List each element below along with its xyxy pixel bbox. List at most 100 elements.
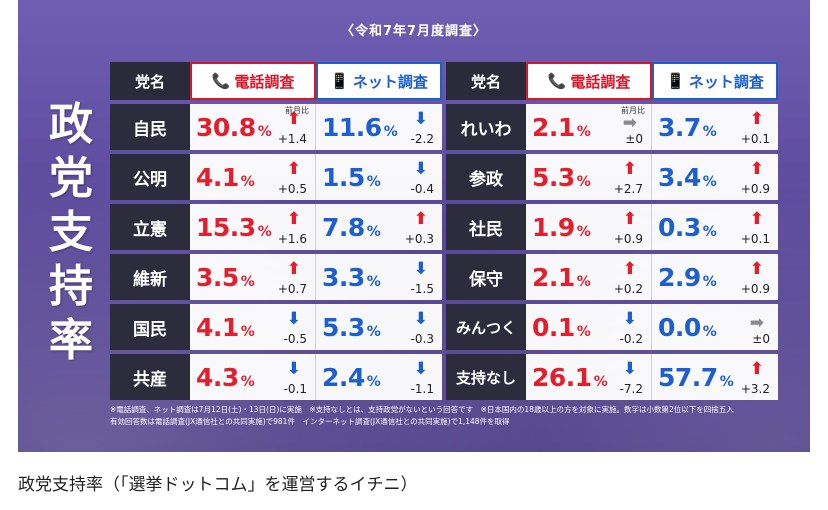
net-change: +0.9	[740, 182, 770, 196]
title-char: 党	[49, 153, 93, 204]
party-name: 支持なし	[446, 354, 526, 400]
header-net-label: ネット調査	[688, 72, 764, 91]
net-change: +0.1	[740, 132, 770, 146]
arrow-down-icon: ⬇	[413, 359, 428, 379]
phone-change: +0.9	[613, 232, 643, 246]
table-row: みんつく 0.1% ⬇ -0.2 0.0% ➡ ±0	[446, 304, 778, 350]
prev-month-label: 前月比	[621, 106, 645, 115]
table-header: 党名 📞 電話調査 📱 ネット調査	[446, 62, 778, 100]
phone-cell: 2.1% ➡ ±0 前月比	[526, 104, 652, 150]
percent-unit: %	[593, 374, 608, 390]
arrow-up-icon: ⬆	[749, 259, 764, 279]
phone-change: -0.1	[283, 382, 307, 396]
net-cell: 0.3% ⬆ +0.1	[652, 204, 778, 250]
percent-unit: %	[576, 124, 591, 140]
header-party: 党名	[110, 62, 190, 100]
table-row: 社民 1.9% ⬆ +0.9 0.3% ⬆ +0.1	[446, 204, 778, 250]
table-row: 立憲 15.3% ⬆ +1.6 7.8% ⬆ +0.3	[110, 204, 442, 250]
arrow-up-icon: ⬆	[286, 109, 301, 129]
net-cell: 5.3% ⬇ -0.3	[316, 304, 442, 350]
net-cell: 3.4% ⬆ +0.9	[652, 154, 778, 200]
party-name: みんつく	[446, 304, 526, 350]
phone-change: -7.2	[619, 382, 643, 396]
phone-cell: 2.1% ⬆ +0.2	[526, 254, 652, 300]
net-cell: 2.4% ⬇ -1.1	[316, 354, 442, 400]
arrow-down-icon: ⬇	[622, 309, 637, 329]
net-change: ±0	[752, 332, 770, 346]
net-cell: 3.7% ⬆ +0.1	[652, 104, 778, 150]
phone-cell: 0.1% ⬇ -0.2	[526, 304, 652, 350]
smartphone-icon: 📱	[330, 72, 349, 90]
net-number: 3.7	[658, 113, 701, 142]
phone-value: 15.3%	[196, 213, 272, 242]
percent-unit: %	[702, 174, 717, 190]
party-name: 社民	[446, 204, 526, 250]
net-number: 0.0	[658, 313, 701, 342]
phone-number: 30.8	[196, 113, 256, 142]
infographic-panel: 〈令和7年7月度調査〉 政党支持率 党名 📞 電話調査 📱 ネット調査 自民 30.8% ⬆ +…	[18, 0, 810, 452]
phone-number: 2.1	[532, 263, 575, 292]
percent-unit: %	[366, 274, 381, 290]
arrow-down-icon: ⬇	[413, 259, 428, 279]
phone-value: 2.1%	[532, 113, 591, 142]
net-change: -1.1	[410, 382, 434, 396]
table-row: 維新 3.5% ⬆ +0.7 3.3% ⬇ -1.5	[110, 254, 442, 300]
table-row: 共産 4.3% ⬇ -0.1 2.4% ⬇ -1.1	[110, 354, 442, 400]
percent-unit: %	[366, 324, 381, 340]
phone-cell: 4.1% ⬆ +0.5	[190, 154, 316, 200]
percent-unit: %	[257, 224, 272, 240]
table-header: 党名 📞 電話調査 📱 ネット調査	[110, 62, 442, 100]
phone-cell: 1.9% ⬆ +0.9	[526, 204, 652, 250]
percent-unit: %	[366, 374, 381, 390]
net-cell: 3.3% ⬇ -1.5	[316, 254, 442, 300]
net-value: 0.3%	[658, 213, 717, 242]
phone-value: 4.1%	[196, 313, 255, 342]
net-cell: 7.8% ⬆ +0.3	[316, 204, 442, 250]
arrow-down-icon: ⬇	[413, 109, 428, 129]
phone-cell: 4.1% ⬇ -0.5	[190, 304, 316, 350]
header-phone-survey: 📞 電話調査	[190, 62, 316, 100]
table-row: 参政 5.3% ⬆ +2.7 3.4% ⬆ +0.9	[446, 154, 778, 200]
phone-number: 3.5	[196, 263, 239, 292]
net-value: 5.3%	[322, 313, 381, 342]
right-table: 党名 📞 電話調査 📱 ネット調査 れいわ 2.1% ➡ ±0 前月比 3.7% ⬆ +0.1 参政 5.3…	[446, 62, 778, 400]
percent-unit: %	[240, 274, 255, 290]
table-row: 国民 4.1% ⬇ -0.5 5.3% ⬇ -0.3	[110, 304, 442, 350]
net-value: 11.6%	[322, 113, 398, 142]
net-change: +0.1	[740, 232, 770, 246]
phone-change: +2.7	[613, 182, 643, 196]
net-number: 11.6	[322, 113, 382, 142]
phone-value: 5.3%	[532, 163, 591, 192]
header-phone-survey: 📞 電話調査	[526, 62, 652, 100]
percent-unit: %	[383, 124, 398, 140]
phone-value: 2.1%	[532, 263, 591, 292]
net-change: +0.3	[404, 232, 434, 246]
percent-unit: %	[576, 324, 591, 340]
net-value: 3.3%	[322, 263, 381, 292]
net-change: -0.4	[410, 182, 434, 196]
net-value: 1.5%	[322, 163, 381, 192]
party-name: 自民	[110, 104, 190, 150]
party-name: 参政	[446, 154, 526, 200]
phone-number: 2.1	[532, 113, 575, 142]
arrow-up-icon: ⬆	[622, 259, 637, 279]
percent-unit: %	[240, 324, 255, 340]
net-value: 3.7%	[658, 113, 717, 142]
arrow-up-icon: ⬆	[749, 359, 764, 379]
phone-number: 4.1	[196, 163, 239, 192]
net-change: +0.9	[740, 282, 770, 296]
phone-change: ±0	[625, 132, 643, 146]
percent-unit: %	[257, 124, 272, 140]
phone-value: 26.1%	[532, 363, 608, 392]
percent-unit: %	[702, 224, 717, 240]
phone-number: 15.3	[196, 213, 256, 242]
percent-unit: %	[576, 174, 591, 190]
phone-cell: 26.1% ⬇ -7.2	[526, 354, 652, 400]
phone-value: 0.1%	[532, 313, 591, 342]
phone-value: 3.5%	[196, 263, 255, 292]
phone-change: -0.2	[619, 332, 643, 346]
phone-value: 1.9%	[532, 213, 591, 242]
net-cell: 2.9% ⬆ +0.9	[652, 254, 778, 300]
party-name: 保守	[446, 254, 526, 300]
header-net-survey: 📱 ネット調査	[652, 62, 778, 100]
